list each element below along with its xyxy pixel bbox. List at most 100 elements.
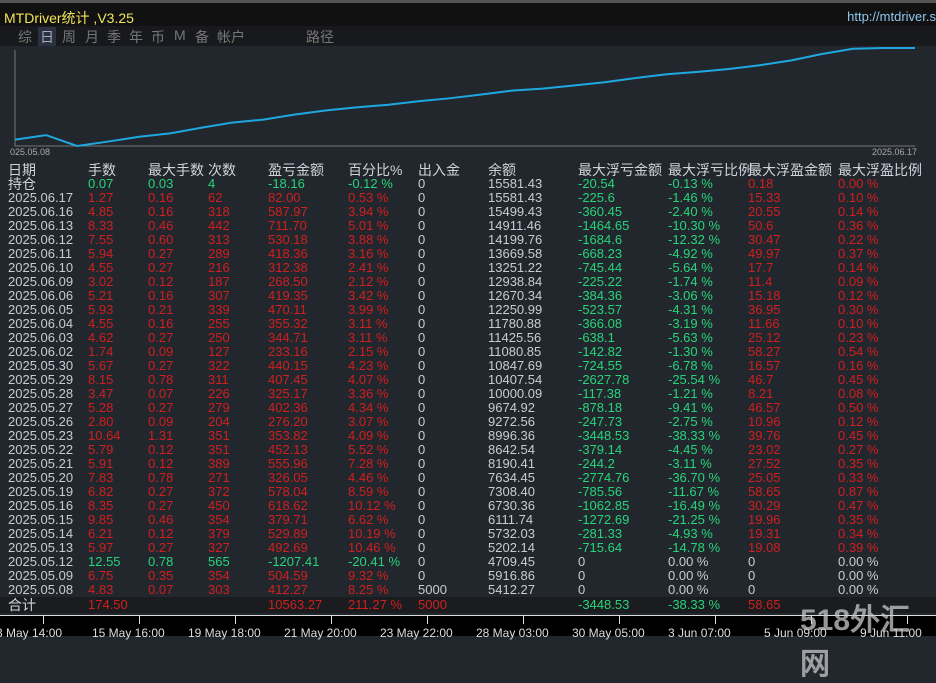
row-date: 2025.06.13 bbox=[8, 218, 74, 233]
tab-0[interactable]: 综 bbox=[18, 29, 32, 45]
table-cell: 0 bbox=[418, 498, 426, 513]
total-lots: 174.50 bbox=[88, 597, 128, 612]
table-cell: 36.95 bbox=[748, 302, 781, 317]
tab-9[interactable]: 帐户 bbox=[217, 29, 245, 45]
row-date: 2025.05.21 bbox=[8, 456, 74, 471]
table-cell: 30.47 bbox=[748, 232, 781, 247]
table-cell: 307 bbox=[208, 288, 230, 303]
tab-7[interactable]: M bbox=[174, 27, 186, 43]
table-cell: -14.78 % bbox=[668, 540, 721, 555]
table-cell: 9.85 bbox=[88, 512, 114, 527]
table-cell: 0.12 % bbox=[838, 414, 879, 429]
table-cell: 3.07 % bbox=[348, 414, 389, 429]
table-cell: 353.82 bbox=[268, 428, 308, 443]
table-cell: 0 bbox=[418, 190, 426, 205]
column-header: 手数 bbox=[88, 162, 116, 178]
table-cell: 3.42 % bbox=[348, 288, 389, 303]
table-cell: 12670.34 bbox=[488, 288, 543, 303]
table-cell: 0.53 % bbox=[348, 190, 389, 205]
table-cell: 23.02 bbox=[748, 442, 781, 457]
table-cell: -11.67 % bbox=[668, 484, 720, 499]
table-cell: 418.36 bbox=[268, 246, 308, 261]
table-cell: 11080.85 bbox=[488, 344, 542, 359]
tab-3[interactable]: 月 bbox=[85, 29, 99, 45]
table-cell: 372 bbox=[208, 484, 230, 499]
tab-10[interactable]: 路径 bbox=[306, 29, 334, 45]
table-cell: 3.94 % bbox=[348, 204, 389, 219]
table-cell: 4.23 % bbox=[348, 358, 389, 373]
table-cell: 0.60 bbox=[148, 232, 174, 247]
tab-2[interactable]: 周 bbox=[62, 29, 76, 45]
table-cell: -1464.65 bbox=[578, 218, 630, 233]
row-date: 2025.05.30 bbox=[8, 358, 74, 373]
position-cell: 0.00 % bbox=[838, 176, 879, 191]
column-header: 最大浮亏金额 bbox=[578, 162, 662, 178]
table-cell: 529.89 bbox=[268, 526, 308, 541]
table-cell: 0.45 % bbox=[838, 372, 879, 387]
table-cell: 344.71 bbox=[268, 330, 308, 345]
table-cell: -878.18 bbox=[578, 400, 623, 415]
table-cell: 0.00 % bbox=[838, 568, 879, 583]
table-cell: 1.31 bbox=[148, 428, 174, 443]
tab-4[interactable]: 季 bbox=[107, 29, 121, 45]
table-cell: 0.50 % bbox=[838, 400, 879, 415]
table-cell: 0.16 bbox=[148, 204, 174, 219]
tab-1[interactable]: 日 bbox=[38, 27, 56, 47]
table-cell: -36.70 % bbox=[668, 470, 721, 485]
row-date: 2025.05.16 bbox=[8, 498, 74, 513]
table-cell: 5732.03 bbox=[488, 526, 535, 541]
tab-8[interactable]: 备 bbox=[195, 29, 209, 45]
table-cell: 303 bbox=[208, 582, 230, 597]
table-cell: 0.12 % bbox=[838, 288, 879, 303]
table-cell: 10.46 % bbox=[348, 540, 396, 555]
time-axis-tick bbox=[811, 616, 812, 624]
table-cell: 5412.27 bbox=[488, 582, 535, 597]
position-cell: -0.13 % bbox=[668, 176, 713, 191]
table-cell: -1.74 % bbox=[668, 274, 713, 289]
table-cell: -4.31 % bbox=[668, 302, 713, 317]
table-cell: 127 bbox=[208, 344, 230, 359]
table-cell: 0 bbox=[418, 372, 426, 387]
table-cell: -281.33 bbox=[578, 526, 623, 541]
table-cell: 8.21 bbox=[748, 386, 774, 401]
time-axis-label: 28 May 03:00 bbox=[476, 626, 549, 640]
tab-5[interactable]: 年 bbox=[129, 29, 143, 45]
total-max-float-loss: -3448.53 bbox=[578, 597, 630, 612]
table-cell: 46.57 bbox=[748, 400, 781, 415]
equity-chart: 025.05.08 2025.06.17 bbox=[0, 46, 936, 158]
table-cell: 0 bbox=[418, 316, 426, 331]
website-link[interactable]: http://mtdriver.s bbox=[847, 9, 936, 24]
table-cell: 8.59 % bbox=[348, 484, 389, 499]
time-axis-tick bbox=[139, 616, 140, 624]
table-cell: 442 bbox=[208, 218, 230, 233]
position-cell: 0 bbox=[418, 176, 426, 191]
table-cell: -1.46 % bbox=[668, 190, 713, 205]
table-cell: -2.75 % bbox=[668, 414, 713, 429]
table-cell: 11.66 bbox=[748, 316, 780, 331]
time-axis-label: 3 May 14:00 bbox=[0, 626, 63, 640]
table-cell: 19.08 bbox=[748, 540, 781, 555]
table-cell: 0.09 bbox=[148, 344, 174, 359]
table-cell: 0.09 bbox=[148, 414, 174, 429]
table-cell: 0.23 % bbox=[838, 330, 879, 345]
time-axis-label: 3 Jun 07:00 bbox=[668, 626, 731, 640]
table-cell: 5.01 % bbox=[348, 218, 389, 233]
table-cell: 0.35 % bbox=[838, 512, 879, 527]
row-date: 2025.05.19 bbox=[8, 484, 74, 499]
table-cell: -21.25 % bbox=[668, 512, 721, 527]
table-cell: 0.37 % bbox=[838, 246, 879, 261]
row-date: 2025.05.09 bbox=[8, 568, 74, 583]
table-cell: 0.10 % bbox=[838, 316, 879, 331]
row-date: 2025.05.23 bbox=[8, 428, 74, 443]
table-cell: 0 bbox=[418, 428, 426, 443]
table-cell: 2.41 % bbox=[348, 260, 389, 275]
table-cell: 10.12 % bbox=[348, 498, 396, 513]
table-cell: 0 bbox=[418, 302, 426, 317]
table-cell: -117.38 bbox=[578, 386, 622, 401]
table-cell: 4.34 % bbox=[348, 400, 389, 415]
tab-6[interactable]: 币 bbox=[151, 29, 165, 45]
table-cell: 9.32 % bbox=[348, 568, 389, 583]
table-cell: 5.93 bbox=[88, 302, 114, 317]
table-cell: 0 bbox=[748, 582, 756, 597]
row-date: 2025.06.04 bbox=[8, 316, 74, 331]
